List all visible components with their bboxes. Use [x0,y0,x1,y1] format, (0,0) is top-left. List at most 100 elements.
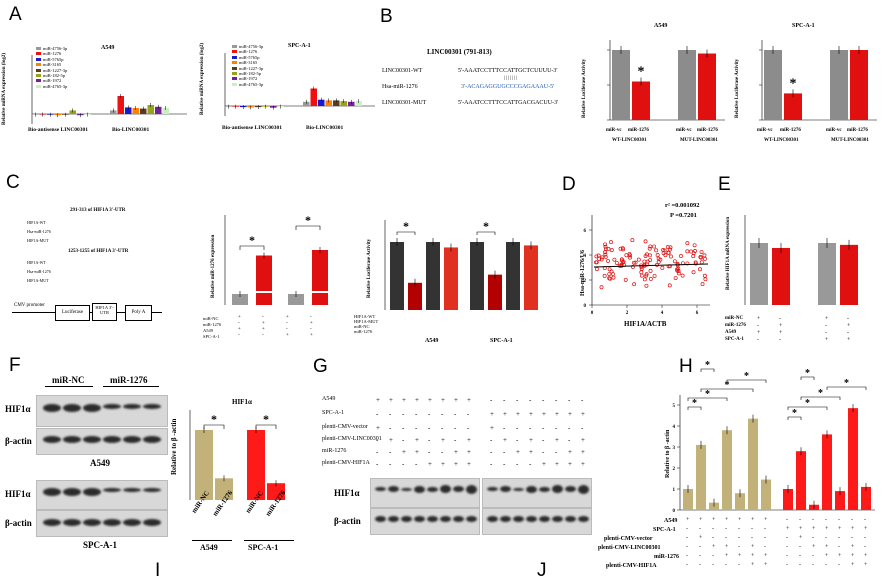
sign-cell: - [376,460,379,468]
chart-a1 [31,55,187,124]
legend-swatch [232,77,237,81]
blot-band [83,436,101,443]
panelh-row-4: miR-1276 [654,554,679,560]
scatter-point [648,258,653,262]
sign-cell: + [428,396,432,404]
panelb-row-name-1: Hsa-miR-1276 [382,84,418,90]
sign-cell: + [725,553,729,559]
sign-cell: + [238,315,241,320]
legend-label: miR-1972 [239,76,258,82]
sig-star: * [638,65,645,80]
scatter-point [689,249,693,254]
legend-swatch [36,57,41,61]
bar-miR-1972-1 [348,101,355,106]
bar-5 [748,418,758,510]
bar-0 [764,50,782,120]
sign-cell: - [799,562,801,568]
sign-cell: - [812,517,814,523]
panelf-row-1: β-actin [5,436,32,446]
construct-promoter: CMV promoter [14,303,45,308]
y-tick-label: 3 [673,446,676,451]
scatter-point [652,273,657,278]
legend-swatch [36,68,41,72]
legend-item: miR-1972 [36,78,61,83]
blot-band [526,516,537,522]
sig-star: * [249,233,255,247]
sign-cell: - [757,337,759,343]
scatter-point [623,277,628,282]
panel-label-h: H [679,356,693,377]
bar-7 [524,245,538,310]
chart-a2-xcat-1: Bio-LINC00301 [306,125,344,131]
sign-cell: - [699,562,701,568]
scatter-point [676,271,681,276]
sign-cell: - [286,321,288,326]
panelb-seq-title: LINC00301 (791-813) [427,48,492,56]
sign-cell: - [699,526,701,532]
sign-cell: - [428,410,431,418]
bar-3 [722,430,732,510]
sign-cell: - [699,553,701,559]
chart-f-group-underline-1 [244,540,294,541]
panelg-row-4: miR-1276 [322,448,347,454]
bar-3 [444,247,458,310]
sign-cell: + [467,448,471,456]
chart-a1-xcat-0: Bio-antisense LINC00301 [28,127,89,133]
sign-cell: - [725,526,727,532]
scatter-point [594,254,599,259]
bar-miR-4756-3p-1 [303,101,310,106]
sign-cell: + [428,460,432,468]
legend-swatch [36,79,41,83]
bar-miR-1972-1 [155,106,162,114]
chart-c2-row-3: miR-1276 [354,329,373,334]
bar-0 [195,430,213,500]
chart-c2-row-1: HIF1A-MUT [354,319,379,324]
blot-band [539,516,550,522]
legend-item: miR-1227-3p [232,66,263,71]
blot-band [453,516,464,522]
sig-bracket [700,368,715,372]
sign-cell: - [441,410,444,418]
legend-label: miR-5765p [239,54,260,60]
sig-bracket [295,225,321,230]
sig-star: * [305,213,311,227]
blot-band [565,516,576,522]
panelf-col-underline-1 [103,386,159,387]
chart-a2-ylabel: Relative miRNA expression (log2) [200,43,205,115]
sign-cell: - [262,315,264,320]
sign-cell: - [542,436,545,444]
sign-cell: + [402,396,406,404]
blot-band [552,516,563,522]
blot-band [401,487,412,491]
scatter-point [597,256,602,261]
scatter-point [691,251,696,256]
sign-cell: - [581,396,584,404]
sign-cell: - [415,424,418,432]
sign-cell: - [712,553,714,559]
blot-band [63,488,81,496]
bar-2 [830,50,848,120]
sign-cell: - [490,396,493,404]
legend-item: miR-182-5p [36,73,65,78]
y-tick-label: 0 [584,304,587,309]
sign-cell: - [555,448,558,456]
sign-cell: + [568,410,572,418]
sign-cell: - [490,460,493,468]
blot-band [103,519,121,526]
panelg-row-5: plenti-CMV-HIF1A [322,460,370,466]
scatter-point [609,248,614,253]
sign-cell: - [838,562,840,568]
scatter-point [643,239,648,244]
scatter-point [639,266,644,271]
panelf-cell-1: SPC-A-1 [83,540,117,550]
bar-miR-1276-1 [117,96,124,114]
scatter-point [614,260,619,265]
blot-band [453,486,464,492]
blot-g-spc-actin [482,508,592,535]
legend-swatch [232,50,237,54]
sign-cell: - [847,316,849,322]
blot-band [43,488,61,496]
panele-row-3: SPC-A-1 [725,337,744,342]
sign-cell: + [712,517,716,523]
chart-b2-g1: MUT-LINC00301 [831,138,869,143]
